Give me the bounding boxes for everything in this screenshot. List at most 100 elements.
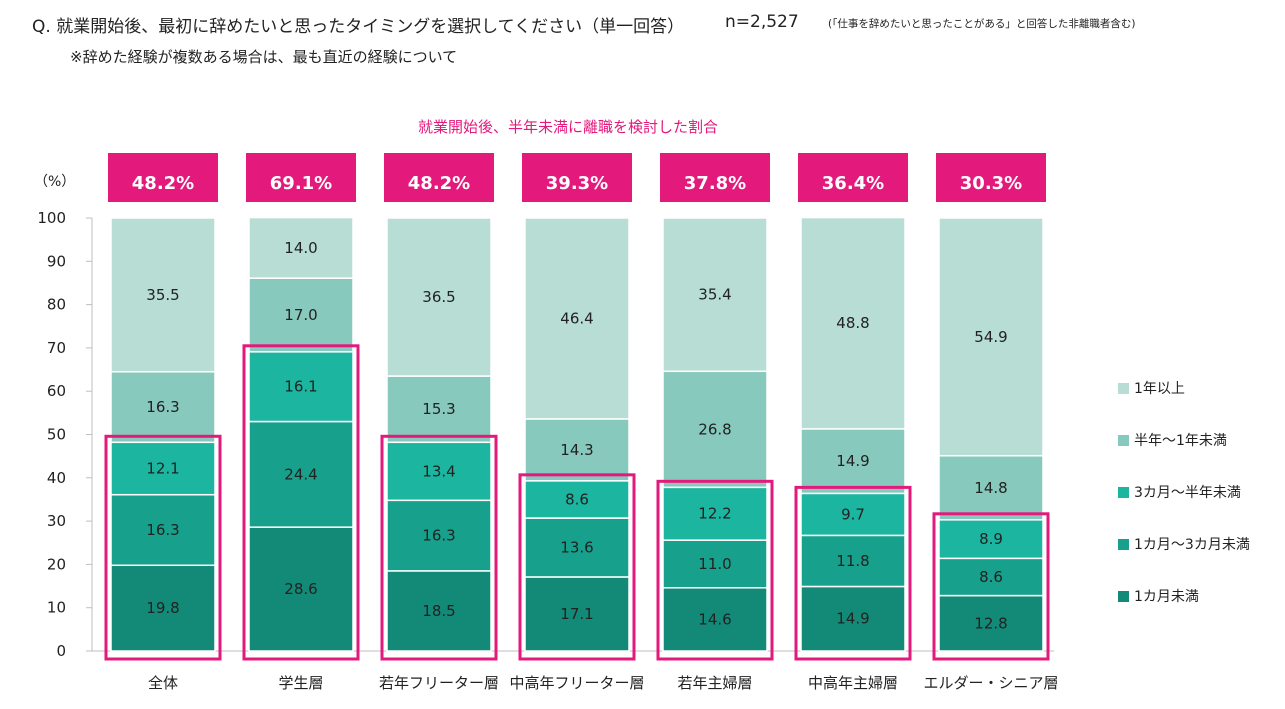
data-label: 12.1 <box>146 459 179 477</box>
y-tick-label: 80 <box>47 296 66 314</box>
legend-swatch <box>1118 434 1129 446</box>
total-badge <box>384 153 494 202</box>
bar-segment <box>938 454 1044 521</box>
total-badge-label: 30.3% <box>960 173 1022 194</box>
question-line: Q. 就業開始後、最初に辞めたいと思ったタイミングを選択してください（単一回答）… <box>32 12 1135 37</box>
data-label: 15.3 <box>422 400 455 418</box>
bar-segment <box>110 217 216 373</box>
total-badge <box>108 153 218 202</box>
bar-segment <box>524 217 630 420</box>
bar-segment <box>938 594 1044 652</box>
data-label: 26.8 <box>698 420 731 438</box>
legend-swatch <box>1118 590 1129 602</box>
data-label: 14.6 <box>698 610 731 628</box>
bar-segment <box>800 534 906 588</box>
data-label: 17.1 <box>560 605 593 623</box>
total-badge-label: 69.1% <box>270 173 332 194</box>
data-label: 19.8 <box>146 599 179 617</box>
total-badge-label: 37.8% <box>684 173 746 194</box>
bar-segment <box>386 217 492 377</box>
bar-segment <box>248 216 354 279</box>
data-label: 14.8 <box>974 479 1007 497</box>
data-label: 8.9 <box>979 530 1003 548</box>
data-label: 12.2 <box>698 505 731 523</box>
x-category-label: 中高年フリーター層 <box>509 674 644 692</box>
x-category-label: 学生層 <box>278 674 323 692</box>
data-label: 48.8 <box>836 314 869 332</box>
data-label: 16.3 <box>422 527 455 545</box>
total-badge <box>660 153 770 202</box>
legend-item: 3カ月～半年未満 <box>1118 482 1250 502</box>
total-badge-label: 48.2% <box>132 173 194 194</box>
bar-segment <box>386 499 492 572</box>
bar-segment <box>524 517 630 578</box>
total-badge <box>798 153 908 202</box>
data-label: 35.4 <box>698 286 731 304</box>
data-label: 14.9 <box>836 610 869 628</box>
question-note: ※辞めた経験が複数ある場合は、最も直近の経験について <box>70 48 458 66</box>
legend-label: 1カ月未満 <box>1134 589 1199 605</box>
legend-label: 1カ月～3カ月未満 <box>1134 537 1250 553</box>
x-category-label: 若年フリーター層 <box>379 674 499 692</box>
bar-segment <box>938 217 1044 457</box>
highlight-outline <box>656 479 774 661</box>
bar-segment <box>110 441 216 496</box>
bar-segment <box>110 564 216 652</box>
legend-item: 1年以上 <box>1118 378 1250 398</box>
data-label: 8.6 <box>565 490 589 508</box>
sample-size: n=2,527 <box>725 12 799 32</box>
legend-label: 半年～1年未満 <box>1134 433 1227 449</box>
highlight-outline <box>380 434 498 661</box>
legend-swatch <box>1118 382 1129 394</box>
data-label: 13.4 <box>422 462 455 480</box>
chart-annotation: 就業開始後、半年未満に離職を検討した割合 <box>417 118 718 136</box>
total-badge <box>246 153 356 202</box>
bar-segment <box>248 526 354 652</box>
sample-note: (「仕事を辞めたいと思ったことがある」と回答した非離職者含む) <box>828 18 1136 30</box>
legend-swatch <box>1118 538 1129 550</box>
data-label: 54.9 <box>974 328 1007 346</box>
data-label: 9.7 <box>841 505 865 523</box>
y-axis-label: （%） <box>34 174 75 190</box>
y-tick-label: 50 <box>47 426 66 444</box>
y-tick-label: 40 <box>47 469 66 487</box>
legend-label: 1年以上 <box>1134 381 1185 397</box>
bar-segment <box>524 418 630 482</box>
legend-label: 3カ月～半年未満 <box>1134 485 1241 501</box>
data-label: 13.6 <box>560 539 593 557</box>
legend-item: 1カ月～3カ月未満 <box>1118 534 1250 554</box>
bar-segment <box>800 216 906 430</box>
data-label: 14.0 <box>284 239 317 257</box>
bar-segment <box>800 585 906 652</box>
bar-segment <box>800 428 906 495</box>
y-tick-label: 20 <box>47 555 66 573</box>
data-label: 35.5 <box>146 286 179 304</box>
data-label: 14.9 <box>836 452 869 470</box>
total-badge <box>936 153 1046 202</box>
bar-segment <box>110 493 216 567</box>
y-tick-label: 30 <box>47 512 66 530</box>
data-label: 28.6 <box>284 580 317 598</box>
data-label: 16.1 <box>284 378 317 396</box>
x-category-label: 中高年主婦層 <box>808 674 898 692</box>
data-label: 17.0 <box>284 306 317 324</box>
legend-item: 1カ月未満 <box>1118 586 1250 606</box>
y-tick-label: 70 <box>47 339 66 357</box>
highlight-outline <box>518 473 636 661</box>
bar-segment <box>800 492 906 537</box>
x-category-label: 若年主婦層 <box>677 674 752 692</box>
bar-segment <box>386 375 492 444</box>
highlight-outline <box>932 512 1050 661</box>
data-label: 46.4 <box>560 309 593 327</box>
data-label: 18.5 <box>422 602 455 620</box>
bar-segment <box>248 351 354 423</box>
data-label: 16.3 <box>146 398 179 416</box>
legend-swatch <box>1118 486 1129 498</box>
data-label: 12.8 <box>974 614 1007 632</box>
bar-segment <box>386 441 492 502</box>
bar-segment <box>938 557 1044 597</box>
legend-item: 半年～1年未満 <box>1118 430 1250 450</box>
total-badge-label: 48.2% <box>408 173 470 194</box>
bar-segment <box>110 370 216 444</box>
